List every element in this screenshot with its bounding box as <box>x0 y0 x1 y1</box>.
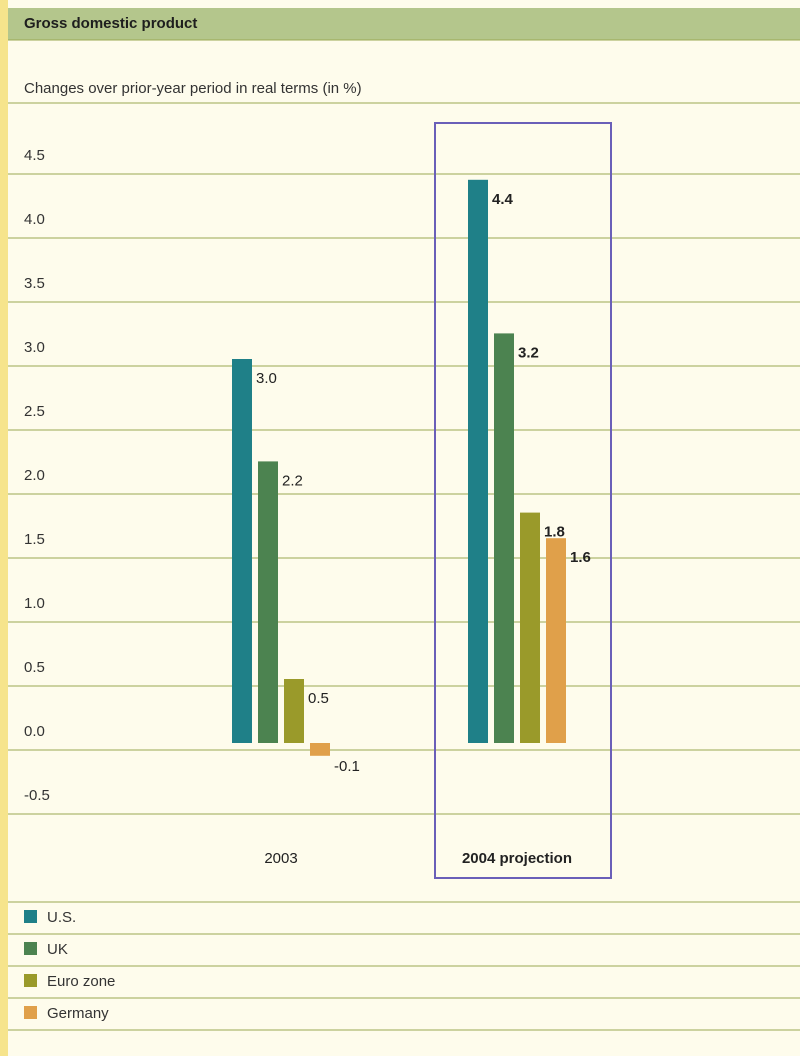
x-category-label: 2003 <box>264 850 297 867</box>
y-tick-label: 0.5 <box>24 659 45 676</box>
legend-item: U.S. <box>24 903 76 933</box>
y-tick-label: 2.0 <box>24 467 45 484</box>
y-tick-label: 0.0 <box>24 723 45 740</box>
bar <box>258 461 278 743</box>
chart-subtitle: Changes over prior-year period in real t… <box>24 80 362 97</box>
y-tick-label: -0.5 <box>24 787 50 804</box>
projection-highlight-box <box>434 122 612 879</box>
y-tick-label: 3.0 <box>24 339 45 356</box>
bar-value-label: 3.0 <box>256 370 277 387</box>
y-tick-label: 4.5 <box>24 147 45 164</box>
y-tick-label: 1.0 <box>24 595 45 612</box>
chart-title: Gross domestic product <box>24 15 198 32</box>
bar-value-label: 1.8 <box>544 524 565 541</box>
bar-value-label: 2.2 <box>282 472 303 489</box>
bar <box>232 359 252 743</box>
bar <box>468 179 488 744</box>
legend-label: UK <box>47 941 68 958</box>
legend-item: Germany <box>24 999 109 1029</box>
legend-item: UK <box>24 935 68 965</box>
legend-swatch <box>24 910 37 924</box>
bar <box>520 512 540 743</box>
legend-swatch <box>24 942 37 956</box>
legend-swatch <box>24 974 37 988</box>
x-category-label: 2004 projection <box>462 850 572 867</box>
y-tick-label: 2.5 <box>24 403 45 420</box>
legend-item: Euro zone <box>24 967 115 997</box>
bar-value-label: -0.1 <box>334 758 360 775</box>
bar-value-label: 3.2 <box>518 344 539 361</box>
y-tick-label: 4.0 <box>24 211 45 228</box>
legend-label: Germany <box>47 1005 109 1022</box>
legend-label: Euro zone <box>47 973 116 990</box>
bar-value-label: 4.4 <box>492 191 514 208</box>
bar-value-label: 1.6 <box>570 549 591 566</box>
y-tick-label: 3.5 <box>24 275 45 292</box>
y-tick-label: 1.5 <box>24 531 45 548</box>
bar <box>284 679 304 743</box>
bar <box>546 538 566 743</box>
bar <box>310 743 330 756</box>
header-bar <box>8 8 800 40</box>
left-accent-strip <box>0 0 8 1056</box>
legend-label: U.S. <box>47 909 77 926</box>
bar-value-label: 0.5 <box>308 690 329 707</box>
legend-swatch <box>24 1006 37 1020</box>
bar <box>494 333 514 743</box>
